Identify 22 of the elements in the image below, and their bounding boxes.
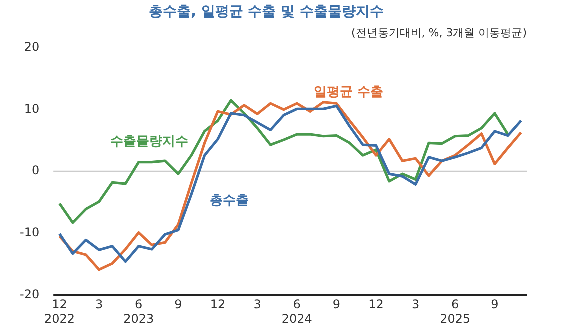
x-tick-label: 12 — [210, 298, 226, 312]
x-tick-label: 9 — [491, 298, 499, 312]
chart-title: 총수출, 일평균 수출 및 수출물량지수 — [149, 4, 384, 20]
series-label: 일평균 수출 — [314, 84, 384, 100]
y-tick-label: 0 — [32, 164, 40, 178]
x-tick-label: 6 2024 — [282, 298, 312, 326]
y-tick-label: -20 — [20, 287, 40, 302]
x-tick-label: 6 2025 — [440, 298, 471, 326]
x-tick-label: 12 2022 — [44, 298, 76, 326]
series-label: 수출물량지수 — [110, 134, 188, 150]
x-tick-label: 9 — [332, 298, 340, 312]
y-tick-label: 20 — [24, 40, 40, 54]
chart-subtitle: (전년동기대비, %, 3개월 이동평균) — [351, 26, 527, 40]
x-tick-label: 3 — [95, 298, 104, 312]
x-tick-label: 6 2023 — [124, 298, 154, 326]
series-label: 총수출 — [210, 194, 249, 209]
x-tick-label: 3 — [254, 298, 262, 312]
y-tick-label: 10 — [24, 102, 40, 116]
y-tick-label: -10 — [20, 226, 40, 240]
x-tick-label: 12 — [368, 298, 384, 312]
x-tick-label: 3 — [412, 298, 420, 312]
x-tick-label: 9 — [174, 298, 182, 312]
